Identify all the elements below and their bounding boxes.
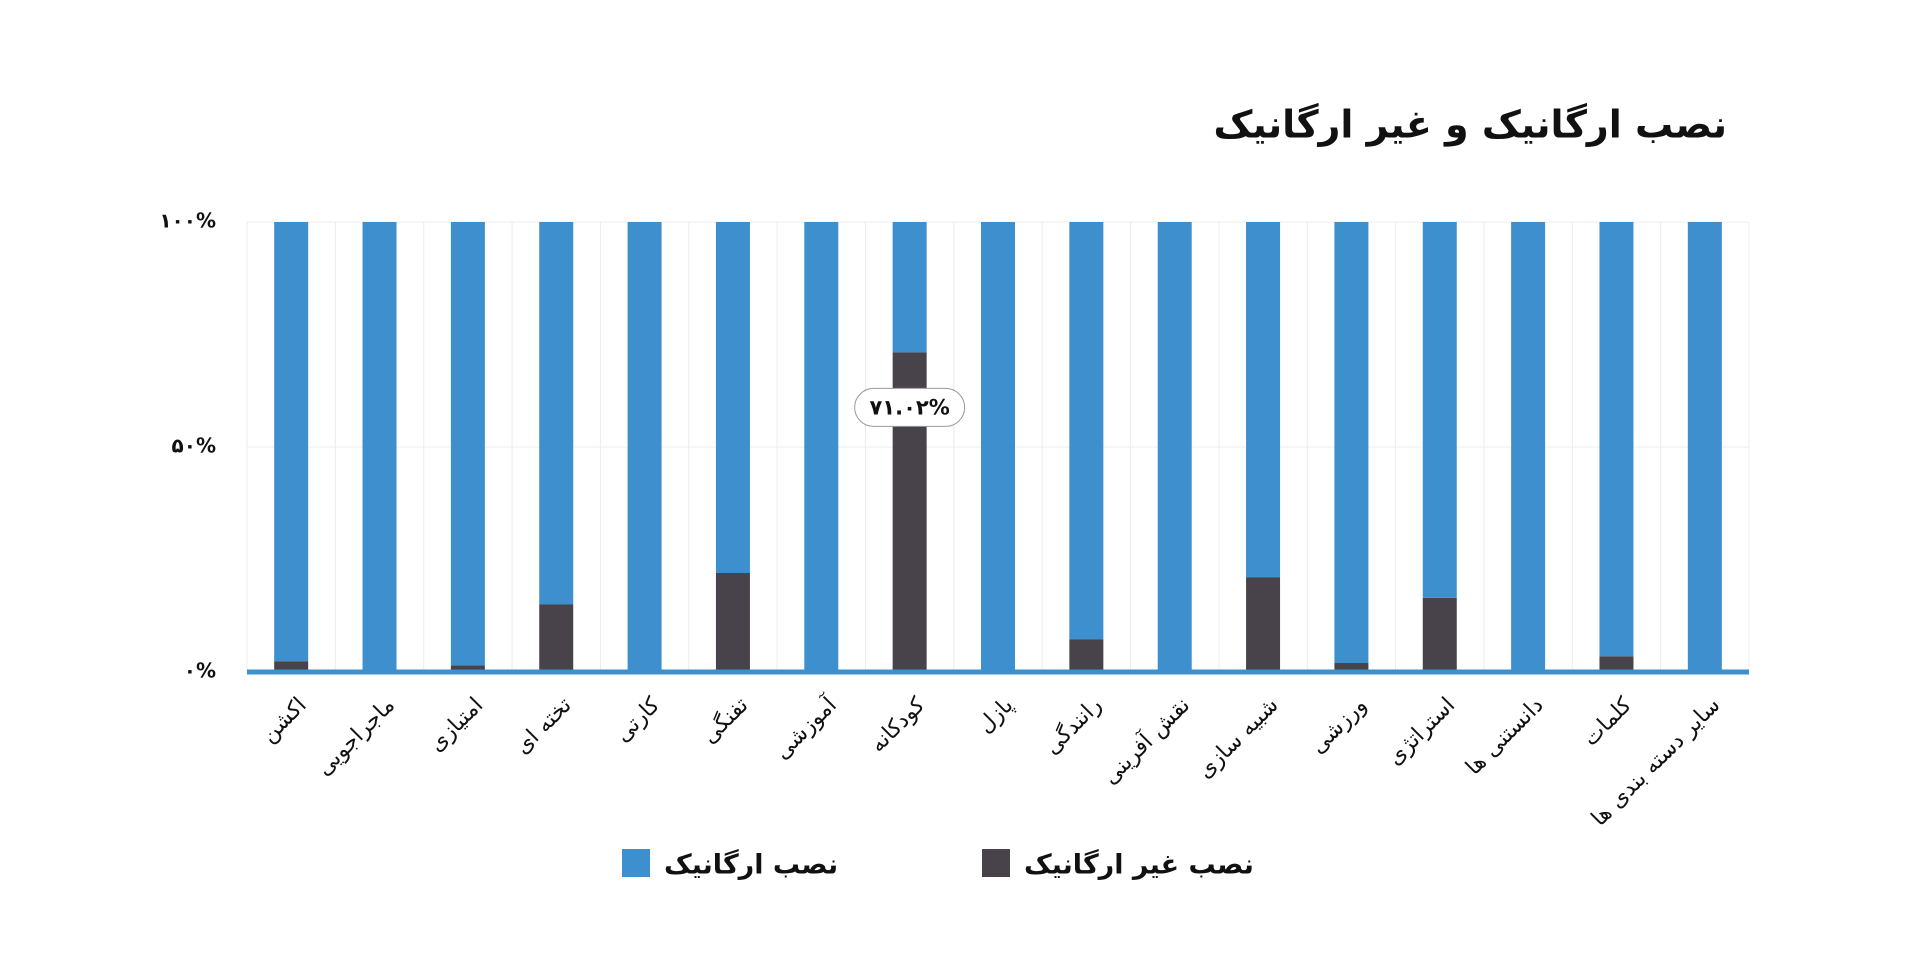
x-tick-label: ورزشی	[1306, 693, 1372, 759]
bar-segment	[1599, 656, 1634, 672]
bar-segment	[981, 222, 1015, 672]
legend-label: نصب غیر ارگانیک	[1024, 849, 1254, 881]
bar-segment	[1511, 222, 1546, 672]
bar-segment	[539, 604, 574, 672]
legend-label: نصب ارگانیک	[664, 849, 838, 881]
bar-segment	[1422, 222, 1457, 598]
y-tick-label: ۵۰%	[172, 434, 216, 458]
bar-segment	[1157, 222, 1192, 672]
bar-segment	[1069, 639, 1104, 672]
bar-segment	[627, 222, 662, 672]
bar-segment	[450, 665, 485, 672]
bar-segment	[715, 222, 750, 573]
x-tick-label: آموزشی	[768, 691, 842, 765]
bar-segment	[892, 222, 927, 353]
bar-segment	[539, 222, 574, 605]
x-tick-label: امتیازی	[424, 693, 488, 757]
y-tick-label: ۰%	[184, 659, 216, 683]
bar-segment	[274, 222, 309, 662]
bar-segment	[274, 661, 309, 672]
bar-segment	[1687, 222, 1722, 672]
bar-segment	[1246, 577, 1281, 672]
legend-swatch	[982, 849, 1010, 877]
y-tick-label: ۱۰۰%	[159, 209, 216, 233]
bar-segment	[1246, 222, 1281, 578]
x-tick-label: استراتژی	[1383, 693, 1461, 771]
x-tick-label: کودکانه	[865, 692, 930, 757]
data-label: ۷۱.۰۲%	[869, 395, 949, 419]
bar-segment	[1069, 222, 1104, 640]
x-tick-label: رانندگی	[1039, 692, 1107, 760]
chart-title: نصب ارگانیک و غیر ارگانیک	[1213, 103, 1727, 148]
x-tick-label: ماجراجویی	[312, 693, 400, 781]
x-tick-label: اکشن	[257, 693, 312, 748]
bar-segment	[1599, 222, 1634, 657]
bar-segment	[362, 222, 397, 672]
x-tick-label: دانستنی ها	[1461, 693, 1548, 780]
x-tick-label: کلمات	[1578, 692, 1637, 751]
x-tick-label: نقش آفرینی	[1097, 691, 1195, 789]
bar-segment	[1422, 597, 1457, 672]
bar-segment	[804, 222, 839, 672]
x-tick-label: پازل	[973, 693, 1019, 739]
data-label-box	[854, 387, 966, 427]
legend-swatch	[622, 849, 650, 877]
x-tick-label: تفنگی	[697, 692, 754, 749]
bar-segment	[1334, 222, 1369, 663]
bar-segment	[1334, 663, 1369, 672]
x-tick-label: کارتی	[610, 692, 665, 747]
x-tick-label: شبیه سازی	[1193, 693, 1284, 784]
x-tick-label: تخته ای	[510, 693, 577, 760]
bar-segment	[715, 573, 750, 672]
bar-segment	[450, 222, 485, 666]
